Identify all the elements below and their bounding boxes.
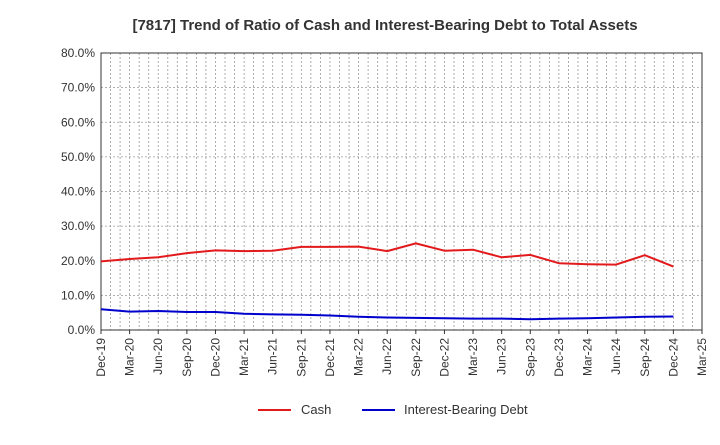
x-tick-label: Mar-22	[352, 338, 366, 376]
chart-title: [7817] Trend of Ratio of Cash and Intere…	[132, 17, 637, 34]
x-axis-ticks: Dec-19 Mar-20 Jun-20 Sep-20 Dec-20 Mar-21 Jun-…	[94, 330, 709, 377]
legend: Cash Interest-Bearing Debt	[258, 402, 528, 417]
data-series	[100, 242, 674, 321]
x-tick-label: Jun-20	[151, 338, 165, 375]
x-tick-label: Mar-21	[237, 338, 251, 376]
x-tick-label: Mar-23	[466, 338, 480, 376]
x-tick-label: Dec-22	[437, 338, 451, 377]
x-tick-label: Dec-19	[94, 338, 108, 377]
plot-border	[100, 52, 703, 331]
legend-label-interest-bearing-debt: Interest-Bearing Debt	[404, 402, 528, 417]
x-tick-label: Jun-21	[266, 338, 280, 375]
x-tick-label: Dec-23	[552, 338, 566, 377]
y-tick-label: 60.0%	[61, 115, 95, 129]
y-tick-label: 80.0%	[61, 46, 95, 60]
y-tick-label: 50.0%	[61, 150, 95, 164]
x-tick-label: Jun-23	[495, 338, 509, 375]
y-tick-label: 10.0%	[61, 288, 95, 302]
y-tick-label: 20.0%	[61, 254, 95, 268]
x-tick-label: Mar-24	[581, 338, 595, 376]
x-tick-label: Jun-24	[609, 338, 623, 375]
x-tick-label: Sep-21	[294, 338, 308, 377]
x-tick-label: Sep-22	[409, 338, 423, 377]
y-tick-label: 40.0%	[61, 185, 95, 199]
x-tick-label: Dec-24	[666, 338, 680, 377]
y-axis-ticks: 0.0% 10.0% 20.0% 30.0% 40.0% 50.0% 60.0% 70.0% 8…	[61, 46, 95, 337]
series-line-interest-bearing-debt	[100, 308, 674, 321]
gridlines	[100, 52, 703, 331]
x-tick-label: Sep-23	[523, 338, 537, 377]
y-tick-label: 0.0%	[68, 323, 96, 337]
x-tick-label: Dec-20	[208, 338, 222, 377]
y-tick-label: 30.0%	[61, 219, 95, 233]
x-tick-label: Jun-22	[380, 338, 394, 375]
x-tick-label: Sep-24	[638, 338, 652, 377]
legend-label-cash: Cash	[301, 402, 331, 417]
x-tick-label: Mar-20	[123, 338, 137, 376]
x-tick-label: Dec-21	[323, 338, 337, 377]
series-line-cash	[100, 242, 674, 268]
x-tick-label: Sep-20	[180, 338, 194, 377]
y-tick-label: 70.0%	[61, 81, 95, 95]
x-tick-label: Mar-25	[695, 338, 709, 376]
